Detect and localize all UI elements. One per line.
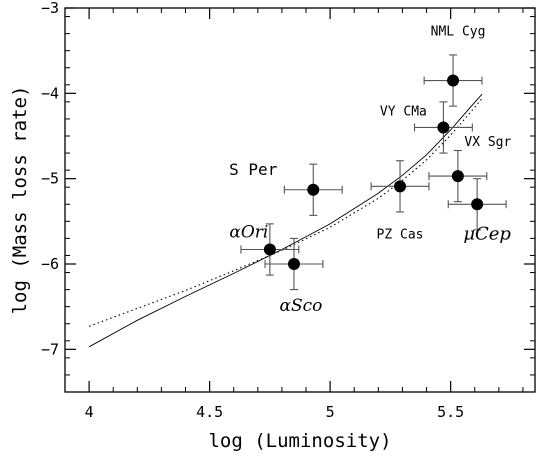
data-point-marker <box>287 258 300 270</box>
x-axis-ticks: 4 4.5 5 5.5 <box>64 8 524 421</box>
dotted-fit-curve <box>88 98 483 327</box>
error-bar <box>264 237 324 291</box>
point-label: αOri <box>229 222 268 242</box>
plot-frame <box>64 7 536 393</box>
point-label: VX Sgr <box>464 135 511 150</box>
x-tick-label: 4 <box>85 403 94 421</box>
point-labels: NML Cyg VY CMa VX Sgr S Per PZ Cas μCep αOri αS… <box>229 25 511 316</box>
y-tick-label: −6 <box>41 255 59 273</box>
point-label: NML Cyg <box>431 25 486 40</box>
y-tick-label: −5 <box>41 170 59 188</box>
solid-fit-curve <box>88 93 483 348</box>
y-axis-ticks: −7 −6 −5 −4 −3 <box>41 0 535 393</box>
point-label: S Per <box>229 160 278 179</box>
data-point-marker <box>471 198 484 211</box>
point-label: μCep <box>463 223 511 244</box>
x-tick-label: 4.5 <box>196 403 223 421</box>
data-point-marker <box>307 183 320 196</box>
x-tick-label: 5.5 <box>437 403 464 421</box>
data-points <box>263 74 484 270</box>
data-point-marker <box>451 170 464 183</box>
x-tick-label: 5 <box>326 403 335 421</box>
data-point-marker <box>437 121 450 134</box>
point-label: αSco <box>280 296 323 316</box>
y-tick-label: −4 <box>41 84 59 102</box>
y-axis-label: log (Mass loss rate) <box>9 86 31 315</box>
data-point-marker <box>394 180 407 193</box>
fit-curves <box>88 93 483 348</box>
point-label: VY CMa <box>380 104 427 119</box>
point-label: PZ Cas <box>377 227 424 242</box>
data-point-marker <box>263 243 276 256</box>
y-tick-label: −7 <box>41 340 59 358</box>
data-point-marker <box>447 74 460 87</box>
x-axis-label: log (Luminosity) <box>208 430 391 452</box>
error-bars <box>240 54 507 291</box>
y-tick-label: −3 <box>41 0 59 17</box>
plot-area <box>64 7 536 393</box>
